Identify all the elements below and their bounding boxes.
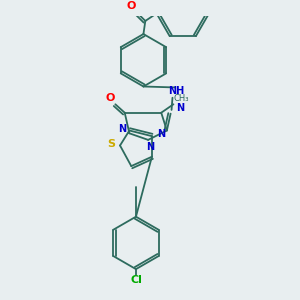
Text: NH: NH xyxy=(168,86,184,96)
Text: N: N xyxy=(118,124,126,134)
Text: S: S xyxy=(108,139,116,148)
Text: Cl: Cl xyxy=(130,275,142,285)
Text: N: N xyxy=(176,103,184,113)
Text: N: N xyxy=(157,129,165,139)
Text: CH₃: CH₃ xyxy=(173,94,189,103)
Text: O: O xyxy=(106,93,116,103)
Text: O: O xyxy=(127,1,136,11)
Text: N: N xyxy=(146,142,154,152)
